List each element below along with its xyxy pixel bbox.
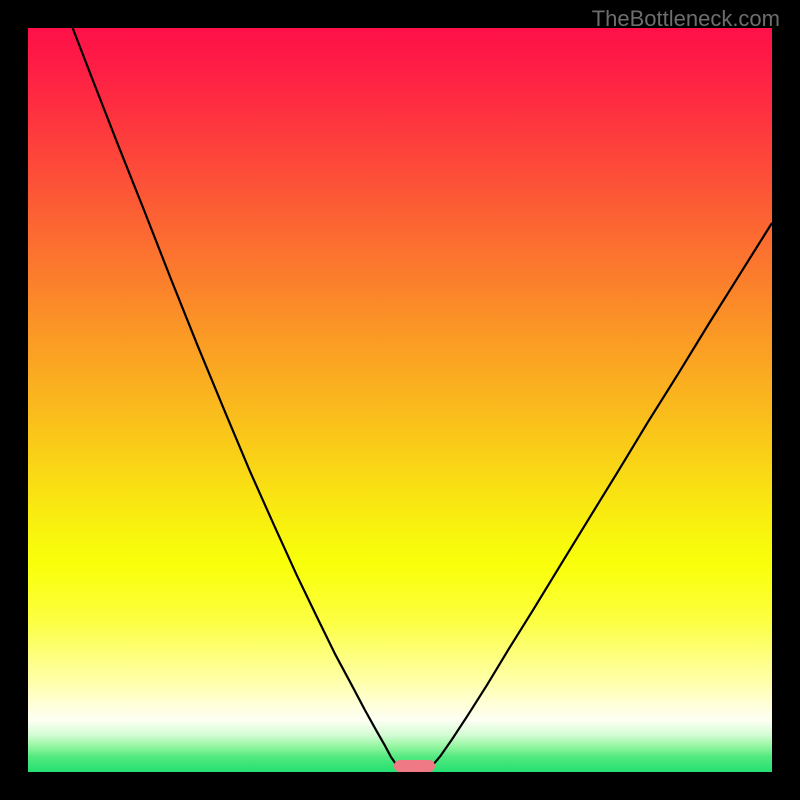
min-marker — [394, 760, 435, 772]
bottleneck-curve — [28, 28, 772, 772]
chart-container: TheBottleneck.com — [0, 0, 800, 800]
plot-area — [28, 28, 772, 772]
watermark-text: TheBottleneck.com — [592, 6, 780, 32]
